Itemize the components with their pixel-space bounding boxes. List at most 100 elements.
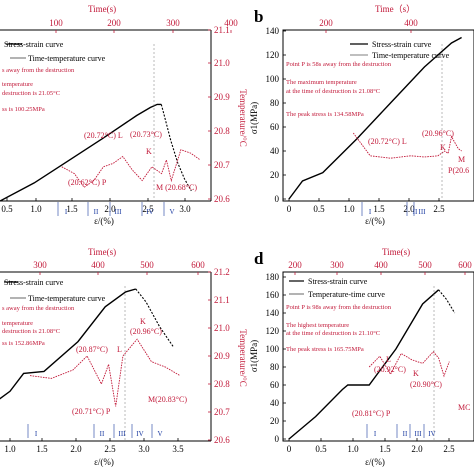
top-tick-label: 600 bbox=[191, 260, 205, 270]
stage-label: IV bbox=[428, 430, 435, 438]
point-label-M: M bbox=[458, 155, 465, 164]
x-ticks: 0 0.5 1.0 1.5 2.0 2.5 bbox=[287, 438, 455, 454]
legend-temp: Time-temperature curve bbox=[28, 54, 106, 63]
y-tick-label: 40 bbox=[270, 398, 280, 408]
x-tick-label: 0 bbox=[287, 204, 292, 214]
y2-tick-label: 20.8 bbox=[214, 126, 230, 136]
point-label-L: (20.72°C) L bbox=[368, 137, 407, 146]
x-tick-label: 2.5 bbox=[433, 204, 445, 214]
x-tick-label: 2.5 bbox=[104, 444, 116, 454]
stress-strain-line bbox=[288, 289, 440, 440]
top-tick-label: 300 bbox=[166, 18, 180, 28]
y-tick-label: 100 bbox=[266, 74, 280, 84]
stage-label: IV bbox=[146, 208, 153, 216]
x-tick-label: 1.0 bbox=[343, 204, 355, 214]
stress-strain-line bbox=[0, 288, 136, 400]
annotation-1: Point P is 98s away from the destruction bbox=[286, 304, 392, 311]
series-lines bbox=[0, 288, 181, 407]
series-lines bbox=[0, 103, 201, 202]
y2-tick-label: 20.7 bbox=[214, 160, 230, 170]
y2-ticks: 21.2 21.1 21.0 20.9 20.8 20.7 20.6 bbox=[208, 267, 230, 445]
y-tick-label: 100 bbox=[266, 344, 280, 354]
top-tick-label: 200 bbox=[288, 260, 302, 270]
y-tick-label: 0 bbox=[275, 434, 280, 444]
x-tick-label: 0.5 bbox=[315, 444, 327, 454]
x-tick-label: 1.5 bbox=[379, 444, 391, 454]
top-tick-label: 500 bbox=[418, 260, 432, 270]
top-tick-label: 400 bbox=[91, 260, 105, 270]
y2-tick-label: 21.0 bbox=[214, 323, 230, 333]
point-label-K: K bbox=[440, 143, 446, 152]
temperature-time-line bbox=[352, 132, 462, 159]
annotation-2: The maximum temperature bbox=[286, 79, 357, 86]
y-tick-label: 60 bbox=[270, 380, 280, 390]
chart-panel-c: Time(s) 300 400 500 600 1.0 1.5 2.0 2.5 3.0 3.5 … bbox=[0, 247, 248, 467]
annotation-4: The peak stress is 165.75MPa bbox=[286, 346, 364, 353]
annotation-3: destruction is 21.05°C bbox=[2, 90, 60, 97]
annotation-1: Point P is 58s away from the destruction bbox=[286, 61, 392, 68]
y-tick-label: 80 bbox=[270, 98, 280, 108]
y-tick-label: 160 bbox=[266, 290, 280, 300]
stage-label: II bbox=[94, 208, 99, 216]
y2-tick-label: 21.2 bbox=[214, 267, 230, 277]
y-tick-label: 0 bbox=[275, 194, 280, 204]
series-lines bbox=[288, 36, 462, 200]
stage-label: II bbox=[100, 430, 105, 438]
top-ticks: 300 400 500 600 bbox=[33, 260, 205, 275]
legend-temp: Temperature-time curve bbox=[308, 290, 385, 299]
y2-ticks: 21.1 21.0 20.9 20.8 20.7 20.6 bbox=[208, 25, 230, 204]
temperature-time-line bbox=[61, 149, 201, 188]
point-label-K: K bbox=[140, 317, 146, 326]
point-label-L: (20.72°C) L bbox=[84, 131, 123, 140]
stage-label: I bbox=[65, 208, 68, 216]
point-label-M: M (20.68°C) bbox=[156, 183, 197, 192]
post-peak-line bbox=[160, 104, 192, 192]
annotation-3: at the time of destruction is 21.08°C bbox=[286, 88, 380, 95]
plot-frame bbox=[282, 271, 474, 442]
top-tick-label: 400 bbox=[224, 18, 238, 28]
series-lines bbox=[288, 289, 456, 440]
x-tick-label: 1.0 bbox=[30, 204, 42, 214]
stage-labels: I II III IV V bbox=[27, 424, 163, 438]
x-tick-label: 2.5 bbox=[443, 444, 455, 454]
legend-temp: Time-temperature curve bbox=[372, 51, 450, 60]
y-tick-label: 180 bbox=[266, 272, 280, 282]
point-label-P: (20.62°C) P bbox=[68, 178, 107, 187]
y2-tick-label: 20.6 bbox=[214, 194, 230, 204]
x-ticks: 1.0 1.5 2.0 2.5 3.0 3.5 bbox=[4, 438, 184, 454]
stage-label: I bbox=[35, 430, 38, 438]
panel-label-d: d bbox=[254, 249, 264, 268]
stage-label: IV bbox=[136, 430, 143, 438]
top-ticks: 200 300 400 500 600 bbox=[288, 260, 472, 275]
chart-panel-a: Time(s) 100 200 300 400 0.5 1.0 1.5 2.0 2.5 3.0 … bbox=[0, 4, 248, 226]
legend-stress: Stress-strain curve bbox=[308, 277, 368, 286]
x-axis-label: ε/(%) bbox=[94, 216, 114, 226]
x-tick-label: 1.5 bbox=[36, 444, 48, 454]
x-axis-label: ε/(%) bbox=[365, 216, 385, 226]
y2-tick-label: 21.1 bbox=[214, 295, 230, 305]
y2-tick-label: 21.1 bbox=[214, 25, 230, 35]
y-ticks: 0 20 40 60 80 100 120 140 bbox=[266, 26, 286, 204]
y2-tick-label: 20.9 bbox=[214, 92, 230, 102]
x-tick-label: 1.0 bbox=[347, 444, 359, 454]
x-tick-label: 1.5 bbox=[66, 204, 78, 214]
point-label-K-temp: (20.90°C) bbox=[410, 380, 442, 389]
y-tick-label: 140 bbox=[266, 26, 280, 36]
legend-stress: Stress-strain curve bbox=[4, 40, 64, 49]
point-label-temp-a: (20.87°C) bbox=[76, 345, 108, 354]
y-tick-label: 60 bbox=[270, 122, 280, 132]
y-tick-label: 20 bbox=[270, 170, 280, 180]
x-tick-label: 2.0 bbox=[70, 444, 82, 454]
plot-frame bbox=[282, 29, 474, 202]
top-tick-label: 400 bbox=[374, 260, 388, 270]
stage-label: III bbox=[119, 430, 127, 438]
y2-axis-label: Temperature/°C bbox=[238, 89, 248, 146]
stage-labels: I II III IV bbox=[366, 424, 436, 438]
stage-label: I bbox=[374, 430, 377, 438]
y-tick-label: 80 bbox=[270, 362, 280, 372]
panel-label-b: b bbox=[254, 7, 263, 26]
x-tick-label: 0.5 bbox=[313, 204, 325, 214]
top-tick-label: 200 bbox=[107, 18, 121, 28]
stage-label: II bbox=[403, 430, 408, 438]
stage-labels: I II III bbox=[361, 202, 426, 216]
